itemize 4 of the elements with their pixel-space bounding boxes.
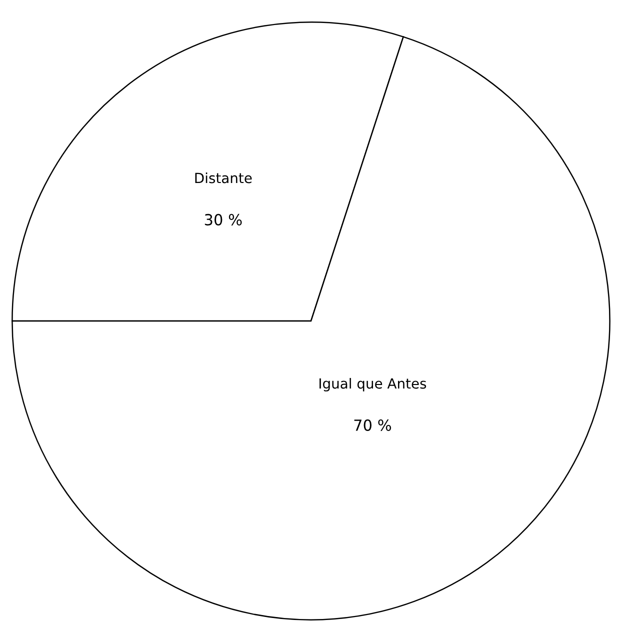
slice-label: Distante xyxy=(195,172,252,184)
data-label: 70 % xyxy=(354,419,392,431)
slice-label: Igual que Antes xyxy=(320,378,426,392)
data-label: 30 % xyxy=(204,214,242,226)
